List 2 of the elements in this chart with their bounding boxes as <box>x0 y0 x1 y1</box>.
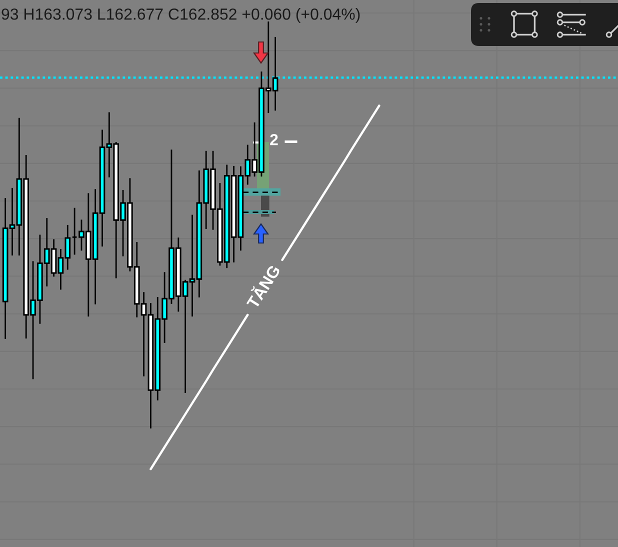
annotation: 2 <box>270 134 278 146</box>
chart-title: 93 H163.073 L162.677 C162.852 +0.060 (+0.04%) <box>2 8 360 23</box>
